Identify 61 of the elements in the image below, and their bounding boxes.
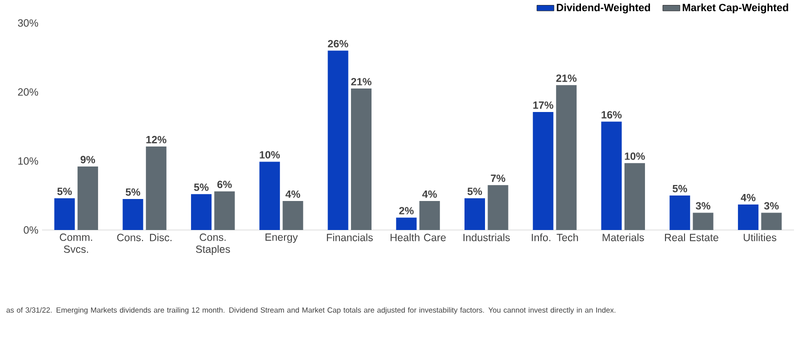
x-tick-label: Financials	[326, 234, 373, 242]
y-tick-label: 10%	[18, 157, 38, 165]
data-label: 12%	[146, 136, 166, 144]
bar	[419, 201, 440, 230]
bar	[464, 198, 486, 230]
data-label: 5%	[126, 188, 140, 196]
data-label: 10%	[624, 152, 645, 160]
data-label: 5%	[57, 188, 72, 196]
bar	[122, 198, 144, 230]
x-tick-label: Cons. Staples	[196, 234, 230, 255]
bar	[761, 212, 782, 230]
data-label: 5%	[468, 188, 482, 196]
bar	[282, 201, 304, 230]
data-label: 9%	[80, 156, 96, 164]
data-label: 7%	[490, 174, 506, 182]
bar	[488, 185, 508, 230]
bar	[556, 85, 577, 230]
bar	[624, 163, 645, 230]
bar	[328, 50, 348, 230]
bar	[78, 166, 98, 230]
x-tick-label: Materials	[602, 234, 644, 242]
x-tick-label: Cons. Disc.	[117, 234, 172, 242]
bar	[259, 162, 280, 230]
data-label: 5%	[672, 184, 688, 192]
bar	[670, 196, 690, 230]
data-label: 26%	[328, 40, 348, 48]
y-tick-label: 0%	[24, 226, 38, 234]
x-tick-label: Industrials	[464, 234, 510, 242]
x-tick-label: Health Care	[390, 234, 446, 242]
data-label: 17%	[533, 101, 554, 109]
data-label: 16%	[602, 111, 622, 118]
data-label: 10%	[260, 151, 280, 158]
x-tick-label: Info. Tech	[532, 234, 578, 242]
data-label: 3%	[764, 202, 779, 210]
legend-label: Market Cap-Weighted	[682, 4, 788, 14]
legend-label: Dividend-Weighted	[556, 4, 650, 14]
x-tick-label: Real Estate	[664, 234, 718, 242]
bar	[54, 198, 75, 230]
x-tick-label: Utilities	[744, 234, 776, 242]
bar	[396, 218, 417, 230]
data-label: 6%	[217, 180, 232, 188]
data-label: 4%	[422, 190, 437, 198]
data-label: 3%	[696, 202, 710, 210]
data-label: 5%	[194, 184, 209, 191]
x-tick-label: Energy	[266, 234, 298, 243]
bar	[601, 122, 622, 230]
bar	[532, 112, 554, 230]
bar	[351, 88, 372, 230]
bar	[692, 212, 714, 230]
data-label: 21%	[351, 78, 372, 86]
x-tick-label: Comm. Svcs.	[60, 234, 92, 253]
y-tick-label: 30%	[18, 19, 38, 27]
data-label: 2%	[399, 207, 414, 214]
data-label: 4%	[740, 194, 756, 202]
bar	[214, 191, 235, 230]
bar	[738, 204, 758, 230]
bar	[191, 194, 212, 230]
data-label: 21%	[556, 74, 577, 82]
data-label: 4%	[285, 190, 300, 198]
bar	[146, 146, 166, 230]
y-tick-label: 20%	[18, 88, 38, 96]
